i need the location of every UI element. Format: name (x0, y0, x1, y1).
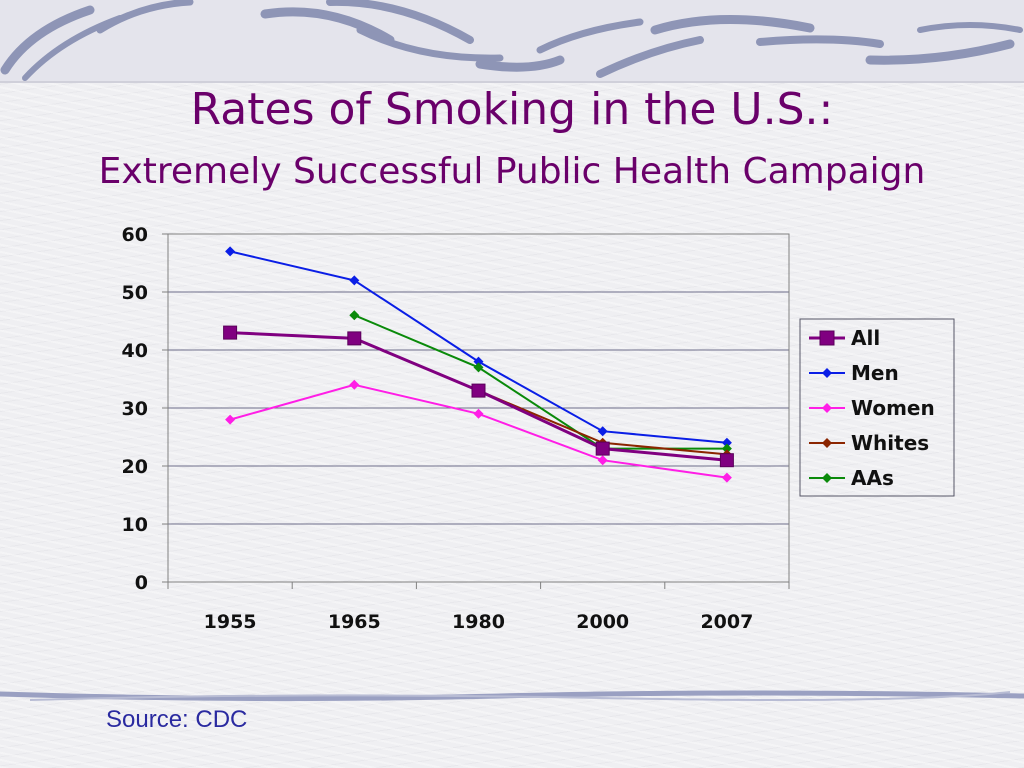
legend-label: Women (851, 396, 935, 420)
x-tick-label: 1980 (452, 611, 505, 633)
series-line-women (229, 383, 728, 479)
y-tick-label: 50 (122, 282, 148, 304)
x-tick-label: 1955 (204, 611, 257, 633)
legend-swatch-marker (819, 330, 835, 346)
legend-label: AAs (851, 466, 894, 490)
legend-item-whites: Whites (809, 431, 929, 455)
chart-gridlines (168, 233, 789, 583)
series-line-aas (353, 314, 727, 450)
y-tick-label: 30 (122, 398, 148, 420)
legend-item-women: Women (809, 396, 935, 420)
data-point-men (473, 356, 484, 367)
legend-swatch-marker (822, 473, 832, 483)
data-point-aas (349, 310, 360, 321)
legend-label: Whites (851, 431, 929, 455)
bottom-decorative-rule (0, 690, 1024, 702)
chart-axes: 0 10 20 30 40 50 60 1955 1965 1980 2000 2007 (122, 224, 790, 633)
legend-swatch-marker (822, 403, 832, 413)
legend-item-aas: AAs (809, 466, 894, 490)
data-point-men (597, 426, 608, 437)
smoking-rates-line-chart: 0 10 20 30 40 50 60 1955 1965 1980 2000 2007 All Men… (122, 224, 955, 633)
x-tick-label: 2000 (576, 611, 629, 633)
data-point-women (349, 379, 360, 390)
data-point-women (225, 414, 236, 425)
data-point-men (225, 246, 236, 257)
series-men (225, 246, 732, 448)
y-tick-label: 20 (122, 456, 148, 478)
slide-subtitle: Extremely Successful Public Health Campa… (98, 151, 926, 192)
chart-legend: All Men Women Whites AAs (799, 318, 955, 497)
data-point-all (595, 441, 610, 456)
y-tick-label: 60 (122, 224, 148, 246)
series-all (223, 325, 734, 468)
series-aas (349, 310, 732, 454)
legend-box (799, 318, 955, 497)
y-tick-label: 10 (122, 514, 148, 536)
data-point-all (471, 383, 486, 398)
slide-title: Rates of Smoking in the U.S.: (190, 84, 834, 135)
top-decorative-border (0, 0, 1024, 83)
data-point-aas (721, 443, 732, 454)
legend-swatch-marker (822, 368, 832, 378)
legend-item-men: Men (809, 361, 899, 385)
source-citation: Source: CDC (106, 706, 248, 733)
data-point-men (721, 437, 732, 448)
y-tick-label: 40 (122, 340, 148, 362)
chart-series (223, 246, 734, 483)
x-tick-label: 1965 (328, 611, 381, 633)
data-point-all (223, 325, 238, 340)
data-point-women (721, 472, 732, 483)
x-tick-label: 2007 (700, 611, 753, 633)
data-point-women (597, 455, 608, 466)
y-tick-label: 0 (135, 572, 148, 594)
data-point-women (473, 408, 484, 419)
series-women (225, 379, 732, 483)
data-point-men (349, 275, 360, 286)
legend-swatch-marker (822, 438, 832, 448)
legend-label: Men (851, 361, 899, 385)
data-point-aas (473, 362, 484, 373)
data-point-all (719, 453, 734, 468)
legend-item-all: All (809, 326, 880, 350)
data-point-all (347, 331, 362, 346)
legend-label: All (851, 326, 880, 350)
